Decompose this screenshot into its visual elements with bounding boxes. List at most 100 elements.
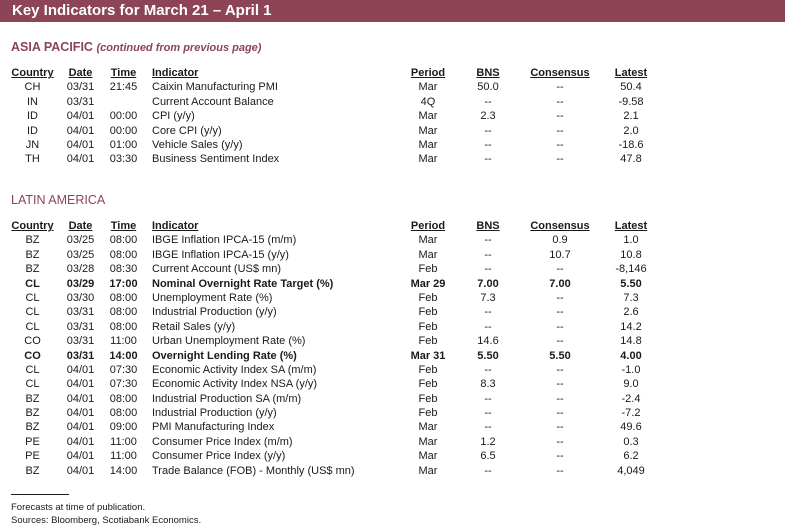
cell-time: 08:00 [109,306,138,319]
cell-country: CL [25,291,40,304]
cell-indicator: Vehicle Sales (y/y) [152,138,243,151]
cell-time: 01:00 [109,138,138,151]
cell-latest: -8,146 [615,263,647,276]
cell-bns: -- [484,124,492,137]
cell-time: 08:00 [109,407,138,420]
table-row: PE 04/01 11:00 Consumer Price Index (y/y) Ma… [0,449,785,463]
table-row: ID 04/01 00:00 Core CPI (y/y) Mar -- -- 2.0 [0,124,785,138]
cell-latest: 6.2 [623,450,639,463]
cell-period: Feb [418,378,438,391]
cell-bns: -- [484,306,492,319]
cell-date: 04/01 [66,124,95,137]
table-row: CL 04/01 07:30 Economic Activity Index NSA … [0,377,785,391]
cell-consensus: -- [556,110,564,123]
table-row: CL 03/31 08:00 Retail Sales (y/y) Feb -- -- 14.… [0,320,785,334]
footnote-divider [11,494,69,495]
cell-country: TH [25,153,40,166]
table-row: BZ 03/25 08:00 IBGE Inflation IPCA-15 (m/m)… [0,233,785,247]
table-row: BZ 04/01 14:00 Trade Balance (FOB) - Monthl… [0,464,785,478]
asia-title: ASIA PACIFIC [11,40,93,54]
table-row: CL 04/01 07:30 Economic Activity Index SA (… [0,363,785,377]
cell-period: Mar 29 [410,277,446,290]
cell-date: 04/01 [66,110,95,123]
cell-indicator: Economic Activity Index SA (m/m) [152,363,317,376]
cell-consensus: -- [556,450,564,463]
cell-latest: 14.8 [620,335,642,348]
cell-indicator: IBGE Inflation IPCA-15 (y/y) [152,248,289,261]
cell-consensus: -- [556,153,564,166]
cell-indicator: Business Sentiment Index [152,153,280,166]
cell-period: Mar [418,248,438,261]
latam-title: LATIN AMERICA [11,193,106,207]
cell-period: Mar [418,234,438,247]
cell-consensus: -- [556,407,564,420]
cell-period: Mar [418,124,438,137]
cell-date: 04/01 [66,363,95,376]
cell-country: BZ [25,392,40,405]
cell-date: 03/31 [66,95,95,108]
cell-time: 08:00 [109,291,138,304]
cell-consensus: -- [556,124,564,137]
cell-latest: 10.8 [620,248,642,261]
cell-consensus: -- [556,320,564,333]
report-banner: Key Indicators for March 21 – April 1 [0,0,785,22]
table-row: BZ 04/01 08:00 Industrial Production SA (m/… [0,392,785,406]
cell-date: 03/31 [66,320,95,333]
cell-latest: 2.0 [623,124,639,137]
cell-country: BZ [25,407,40,420]
cell-bns: -- [484,392,492,405]
cell-time: 21:45 [109,81,138,94]
cell-time: 14:00 [109,349,138,362]
cell-indicator: Unemployment Rate (%) [152,291,273,304]
cell-time: 07:30 [109,378,138,391]
cell-country: CO [24,349,41,362]
cell-consensus: -- [556,81,564,94]
cell-time: 17:00 [109,277,138,290]
cell-latest: 7.3 [623,291,639,304]
cell-country: BZ [25,464,40,477]
cell-bns: -- [484,138,492,151]
table-row: CO 03/31 14:00 Overnight Lending Rate (%) Ma… [0,349,785,363]
cell-indicator: Consumer Price Index (m/m) [152,435,293,448]
table-row: IN 03/31 Current Account Balance 4Q -- -- -9.5… [0,95,785,109]
cell-consensus: 0.9 [552,234,568,247]
cell-time: 11:00 [110,435,137,448]
cell-latest: 0.3 [623,435,639,448]
cell-period: Mar 31 [410,349,446,362]
cell-date: 03/30 [66,291,95,304]
cell-period: Mar [418,464,438,477]
cell-latest: -1.0 [621,363,641,376]
cell-date: 04/01 [66,153,95,166]
cell-country: BZ [25,263,40,276]
cell-period: Feb [418,407,438,420]
cell-time: 03:30 [109,153,138,166]
cell-date: 04/01 [66,392,95,405]
cell-indicator: CPI (y/y) [152,110,195,123]
cell-date: 04/01 [66,435,95,448]
cell-time: 08:00 [109,234,138,247]
cell-latest: 50.4 [620,81,642,94]
report-title: Key Indicators for March 21 – April 1 [12,2,272,19]
col-country: Country [11,67,54,79]
cell-time: 11:00 [110,450,137,463]
cell-consensus: -- [556,378,564,391]
cell-time: 00:00 [109,110,138,123]
table-header: Country Date Time Indicator Period BNS C… [0,66,785,80]
cell-date: 04/01 [66,464,95,477]
cell-latest: -18.6 [618,138,644,151]
cell-bns: -- [484,263,492,276]
cell-date: 04/01 [66,421,95,434]
cell-indicator: Caixin Manufacturing PMI [152,81,278,94]
cell-time: 09:00 [109,421,138,434]
table-row: CL 03/31 08:00 Industrial Production (y/y) F… [0,305,785,319]
cell-date: 03/25 [66,234,95,247]
cell-date: 04/01 [66,378,95,391]
table-row: ID 04/01 00:00 CPI (y/y) Mar 2.3 -- 2.1 [0,109,785,123]
cell-country: IN [27,95,38,108]
col-date: Date [68,67,93,79]
cell-country: BZ [25,234,40,247]
cell-bns: -- [484,421,492,434]
col-consensus: Consensus [530,220,590,232]
cell-indicator: Industrial Production (y/y) [152,306,277,319]
cell-period: Mar [418,153,438,166]
